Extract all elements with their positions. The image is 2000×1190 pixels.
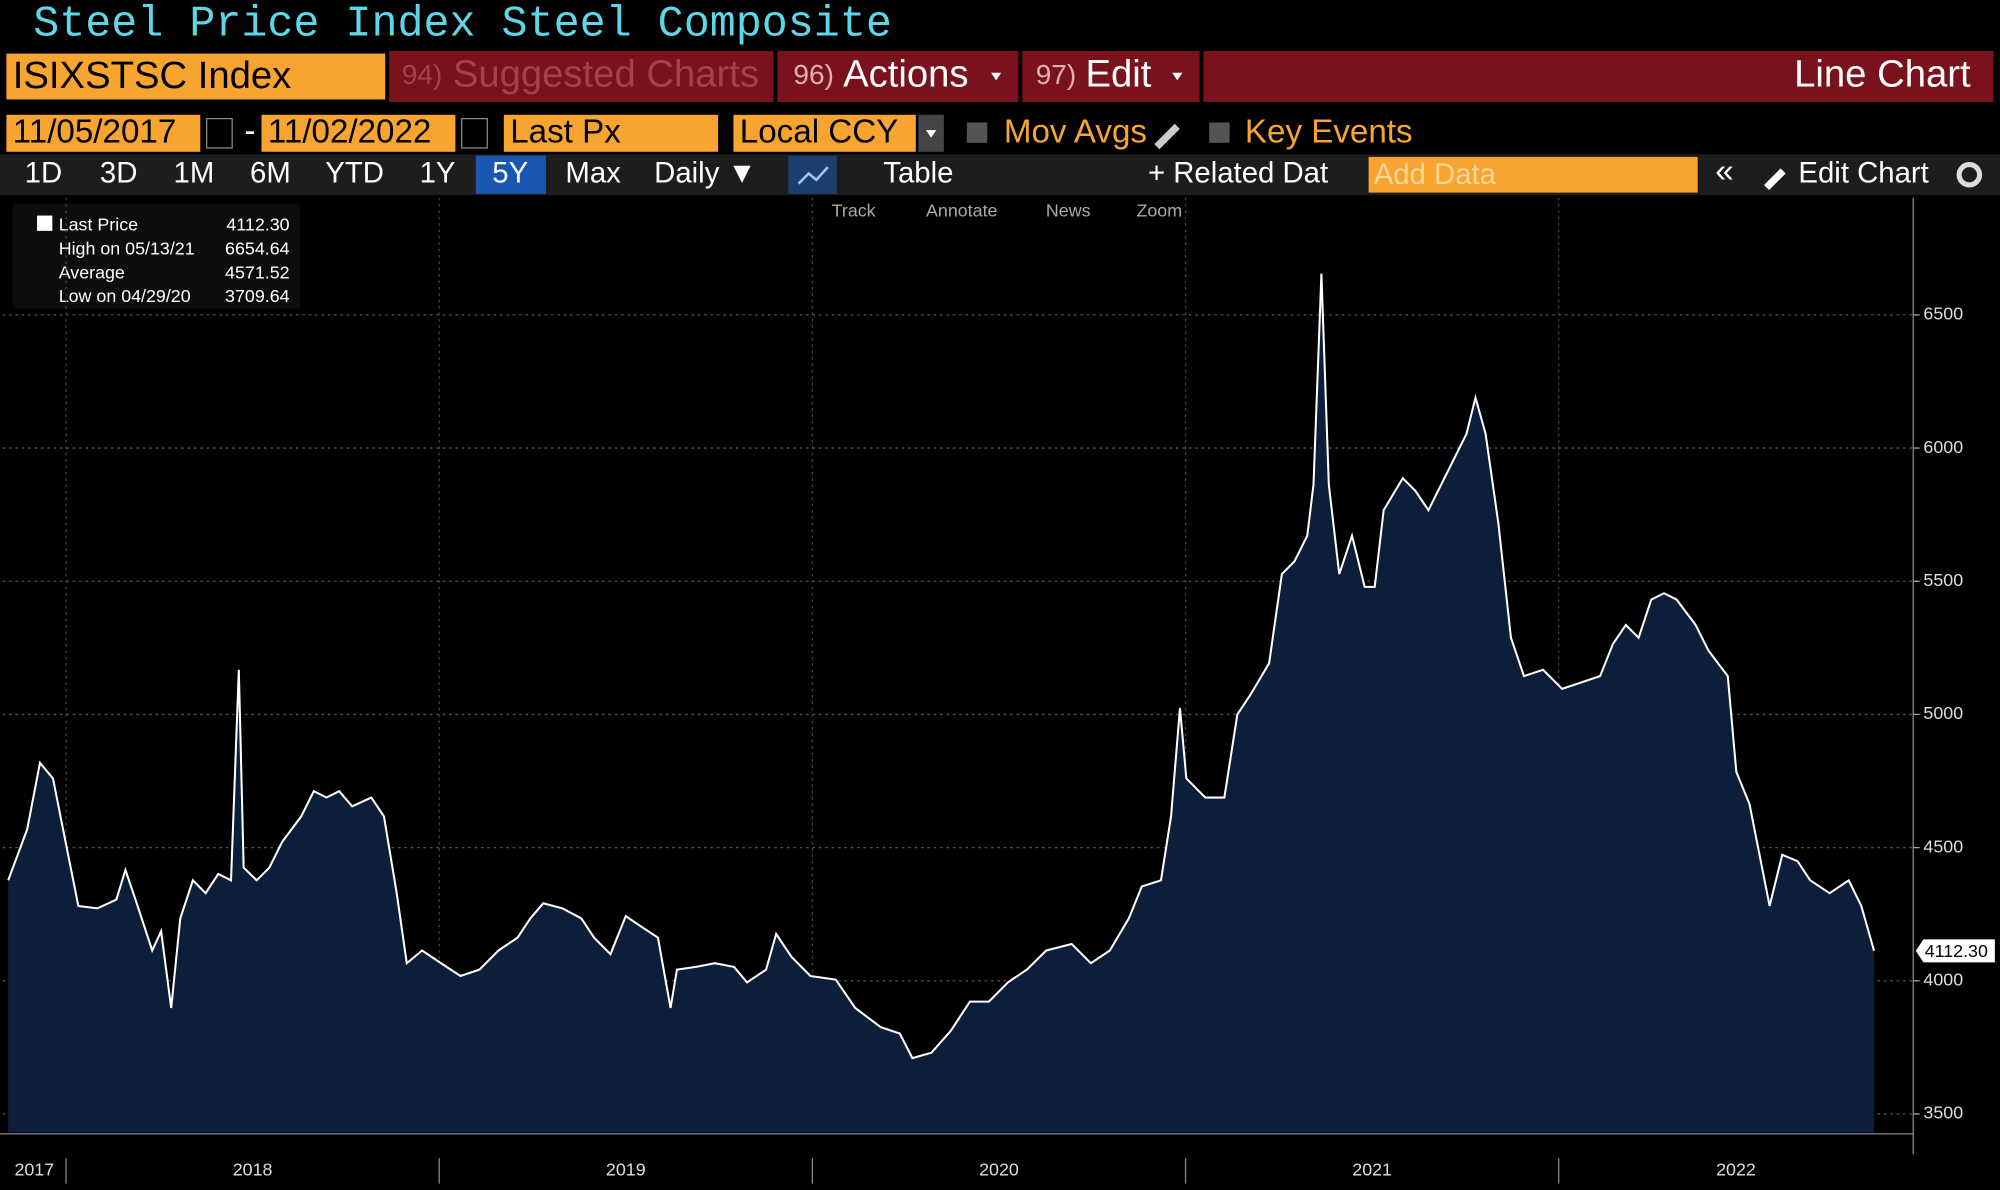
menu-bar [389,51,1994,103]
add-data: Add Data [1374,158,1497,191]
legend-label: Last Price [59,214,138,234]
start-date-field[interactable] [6,114,201,152]
y-tick-label: 6000 [1923,437,1963,457]
frequency[interactable]: Daily ▼ [654,156,756,189]
period-button[interactable]: 1Y [420,156,456,189]
table-button[interactable]: Table [883,156,953,189]
field-select[interactable] [503,114,719,152]
last-value-label: 4112.30 [1925,941,1988,961]
legend-value: 3709.64 [225,286,290,306]
y-tick-label: 6500 [1923,304,1963,324]
legend-label: High on 05/13/21 [59,239,195,259]
x-tick-label: 2020 [979,1160,1019,1180]
selected-period [475,155,546,194]
edit-chart[interactable]: Edit Chart [1798,156,1928,189]
menu-number: 97) [1036,59,1077,90]
key-events: Key Events [1245,114,1413,151]
settings-icon[interactable] [1956,161,1983,188]
menu-number: 96) [793,59,834,90]
toolbar [0,154,2000,196]
currency: Local CCY [740,114,898,151]
ticker-field[interactable] [6,53,386,100]
period-button[interactable]: 6M [250,156,291,189]
y-tick-label: 4000 [1923,970,1963,990]
y-tick-label: 4500 [1923,836,1963,856]
menu-number: 94) [402,59,443,90]
period-button[interactable]: 1M [174,156,215,189]
chart-tool[interactable]: Track [832,200,876,220]
line-chart-icon [797,166,829,185]
series-line [7,273,1876,1060]
period-button[interactable]: YTD [325,156,384,189]
last-value-tag [1915,939,1995,963]
dropdown-arrow [1172,72,1183,81]
chart-kind: Line Chart [1794,53,1971,96]
ticker: ISIXSTSC Index [13,54,292,97]
y-tick-label: 5500 [1923,570,1963,590]
period-button[interactable]: Max [565,156,621,189]
y-tick-label: 5000 [1923,703,1963,723]
collapse-button[interactable]: « [1715,153,1733,190]
x-tick-label: 2021 [1352,1160,1392,1180]
menu-edit[interactable]: Edit [1085,53,1151,96]
checkbox[interactable] [966,122,988,143]
legend-swatch [37,215,53,231]
x-tick-label: 2019 [606,1160,646,1180]
legend-value: 6654.64 [225,239,290,259]
dropdown-arrow [926,130,937,138]
add-data-field[interactable] [1368,156,1698,193]
end-date-field[interactable] [261,114,456,152]
series-area [8,273,1875,1133]
window-title: Steel Price Index Steel Composite [33,1,892,50]
start-date: 11/05/2017 [13,114,176,151]
period-button[interactable]: 3D [100,156,138,189]
chart-tool[interactable]: Zoom [1136,200,1182,220]
dropdown-arrow [991,72,1002,81]
pencil-icon[interactable] [1154,123,1180,150]
menu-actions[interactable]: Actions [843,53,968,96]
calendar-icon[interactable] [206,117,233,149]
y-tick-label: 3500 [1923,1103,1963,1123]
date-dash: - [245,112,256,149]
legend-label: Average [59,262,125,282]
related-data[interactable]: + Related Dat [1148,156,1328,189]
legend-box [12,204,300,309]
legend-label: Low on 04/29/20 [59,286,191,306]
mov-avgs: Mov Avgs [1004,114,1147,151]
checkbox[interactable] [1209,122,1230,143]
currency-select[interactable] [733,114,916,152]
x-tick-label: 2017 [14,1160,54,1180]
chart-tool[interactable]: News [1046,200,1091,220]
legend-value: 4571.52 [225,262,290,282]
menu-suggested[interactable]: Suggested Charts [453,53,759,96]
period-button[interactable]: 5Y [492,156,528,189]
period-button[interactable]: 1D [25,156,63,189]
field: Last Px [510,114,621,151]
end-date: 11/02/2022 [268,114,431,151]
x-tick-label: 2022 [1716,1160,1756,1180]
calendar-icon[interactable] [461,117,488,149]
x-tick-label: 2018 [233,1160,273,1180]
line-chart-button[interactable] [788,155,837,194]
pencil-icon [1763,168,1786,191]
legend-value: 4112.30 [226,214,289,234]
chart-tool[interactable]: Annotate [926,200,998,220]
